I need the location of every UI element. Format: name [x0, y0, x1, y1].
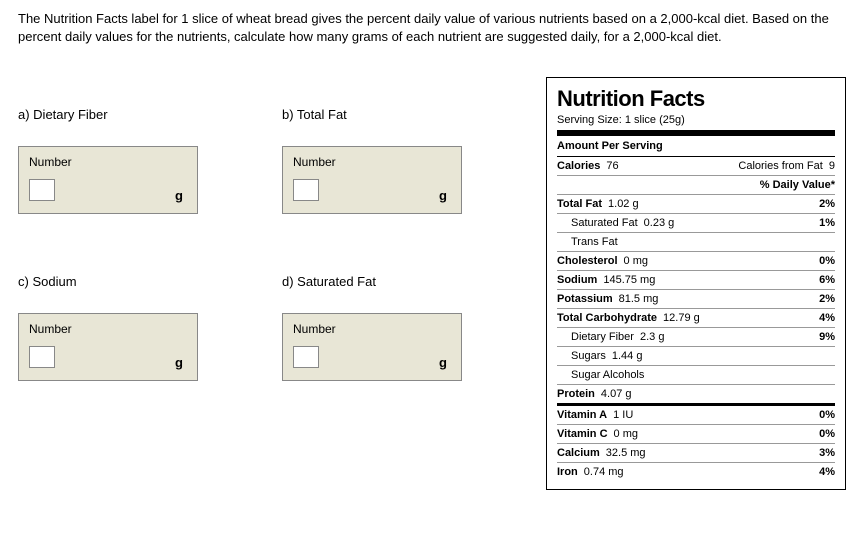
part-a-box: Number g: [18, 146, 198, 214]
nf-row: Calcium 32.5 mg 3%: [557, 444, 835, 463]
nf-nutrient-pct: 0%: [807, 409, 835, 421]
part-b-input[interactable]: [293, 179, 319, 201]
part-a-label: a) Dietary Fiber: [18, 107, 262, 122]
nf-nutrient-name: Cholesterol: [557, 255, 618, 267]
nf-calories-fat-val: 9: [829, 160, 835, 172]
nf-nutrient-pct: 1%: [807, 217, 835, 229]
nutrition-facts-panel: Nutrition Facts Serving Size: 1 slice (2…: [546, 77, 846, 490]
nf-nutrient-value: 0 mg: [624, 255, 648, 267]
nf-calories-name: Calories: [557, 160, 600, 172]
part-c: c) Sodium Number g: [18, 274, 262, 381]
part-a-unit: g: [175, 188, 183, 203]
nf-nutrient-value: 145.75 mg: [603, 274, 655, 286]
nf-nutrient-value: 1.02 g: [608, 198, 639, 210]
nf-nutrient-value: 81.5 mg: [619, 293, 659, 305]
nf-row: Total Carbohydrate 12.79 g 4%: [557, 309, 835, 328]
nf-nutrient-name: Protein: [557, 388, 595, 400]
part-d-box-label: Number: [293, 322, 451, 336]
nf-calories-fat-label: Calories from Fat: [738, 160, 822, 172]
nf-nutrient-pct: 2%: [807, 293, 835, 305]
nf-dv-header: % Daily Value*: [557, 176, 835, 195]
nf-nutrient-value: 0 mg: [614, 428, 638, 440]
nf-amount-per: Amount Per Serving: [557, 136, 835, 157]
nf-row: Protein 4.07 g: [557, 385, 835, 406]
nf-nutrient-value: 0.74 mg: [584, 466, 624, 478]
nf-row: Trans Fat: [557, 233, 835, 252]
nf-nutrient-name: Vitamin A: [557, 409, 607, 421]
nf-nutrient-pct: 4%: [807, 466, 835, 478]
part-d-box: Number g: [282, 313, 462, 381]
nf-row: Cholesterol 0 mg 0%: [557, 252, 835, 271]
part-c-label: c) Sodium: [18, 274, 262, 289]
part-d-unit: g: [439, 355, 447, 370]
nf-row: Vitamin C 0 mg 0%: [557, 425, 835, 444]
nf-nutrient-pct: [807, 388, 835, 400]
nf-nutrient-pct: 3%: [807, 447, 835, 459]
part-b-box: Number g: [282, 146, 462, 214]
nf-title: Nutrition Facts: [557, 86, 835, 112]
answers-grid: a) Dietary Fiber Number g b) Total Fat N…: [18, 77, 526, 381]
nf-nutrient-value: 0.23 g: [644, 217, 675, 229]
nf-nutrient-value: 2.3 g: [640, 331, 664, 343]
nf-row: Dietary Fiber 2.3 g 9%: [557, 328, 835, 347]
nf-nutrient-name: Vitamin C: [557, 428, 608, 440]
content-row: a) Dietary Fiber Number g b) Total Fat N…: [18, 77, 846, 490]
part-a-input[interactable]: [29, 179, 55, 201]
part-b-unit: g: [439, 188, 447, 203]
part-c-unit: g: [175, 355, 183, 370]
nf-nutrient-pct: 0%: [807, 255, 835, 267]
nf-nutrient-pct: [807, 236, 835, 248]
nf-nutrient-rows: Total Fat 1.02 g 2% Saturated Fat 0.23 g 1% Tr…: [557, 195, 835, 481]
part-b-label: b) Total Fat: [282, 107, 526, 122]
nf-row: Sugars 1.44 g: [557, 347, 835, 366]
nf-nutrient-name: Total Carbohydrate: [557, 312, 657, 324]
nf-nutrient-value: 4.07 g: [601, 388, 632, 400]
nf-nutrient-name: Potassium: [557, 293, 613, 305]
nf-nutrient-name: Trans Fat: [571, 236, 618, 248]
nf-row: Saturated Fat 0.23 g 1%: [557, 214, 835, 233]
nf-row: Total Fat 1.02 g 2%: [557, 195, 835, 214]
nf-nutrient-value: 1.44 g: [612, 350, 643, 362]
nf-nutrient-value: 32.5 mg: [606, 447, 646, 459]
part-c-box: Number g: [18, 313, 198, 381]
nf-row: Iron 0.74 mg 4%: [557, 463, 835, 481]
nf-nutrient-name: Saturated Fat: [571, 217, 638, 229]
nf-nutrient-name: Dietary Fiber: [571, 331, 634, 343]
part-a: a) Dietary Fiber Number g: [18, 107, 262, 214]
nf-nutrient-pct: 6%: [807, 274, 835, 286]
question-text: The Nutrition Facts label for 1 slice of…: [18, 10, 846, 45]
nf-row: Vitamin A 1 IU 0%: [557, 406, 835, 425]
part-d-label: d) Saturated Fat: [282, 274, 526, 289]
nf-nutrient-name: Sugar Alcohols: [571, 369, 644, 381]
nf-nutrient-name: Sodium: [557, 274, 597, 286]
part-b-box-label: Number: [293, 155, 451, 169]
part-c-input[interactable]: [29, 346, 55, 368]
nf-nutrient-pct: 0%: [807, 428, 835, 440]
nf-nutrient-pct: 2%: [807, 198, 835, 210]
nf-nutrient-value: 1 IU: [613, 409, 633, 421]
nf-nutrient-name: Calcium: [557, 447, 600, 459]
nf-nutrient-value: 12.79 g: [663, 312, 700, 324]
part-b: b) Total Fat Number g: [282, 107, 526, 214]
nf-calories-row: Calories 76 Calories from Fat 9: [557, 157, 835, 176]
nf-row: Sodium 145.75 mg 6%: [557, 271, 835, 290]
part-a-box-label: Number: [29, 155, 187, 169]
nf-nutrient-pct: 4%: [807, 312, 835, 324]
nf-calories-val: 76: [606, 160, 618, 172]
nf-nutrient-pct: [807, 369, 835, 381]
nf-row: Potassium 81.5 mg 2%: [557, 290, 835, 309]
nf-nutrient-name: Total Fat: [557, 198, 602, 210]
nf-nutrient-name: Sugars: [571, 350, 606, 362]
part-d-input[interactable]: [293, 346, 319, 368]
nf-nutrient-pct: [807, 350, 835, 362]
nf-row: Sugar Alcohols: [557, 366, 835, 385]
part-d: d) Saturated Fat Number g: [282, 274, 526, 381]
nf-nutrient-name: Iron: [557, 466, 578, 478]
part-c-box-label: Number: [29, 322, 187, 336]
nf-nutrient-pct: 9%: [807, 331, 835, 343]
nf-serving: Serving Size: 1 slice (25g): [557, 112, 835, 136]
